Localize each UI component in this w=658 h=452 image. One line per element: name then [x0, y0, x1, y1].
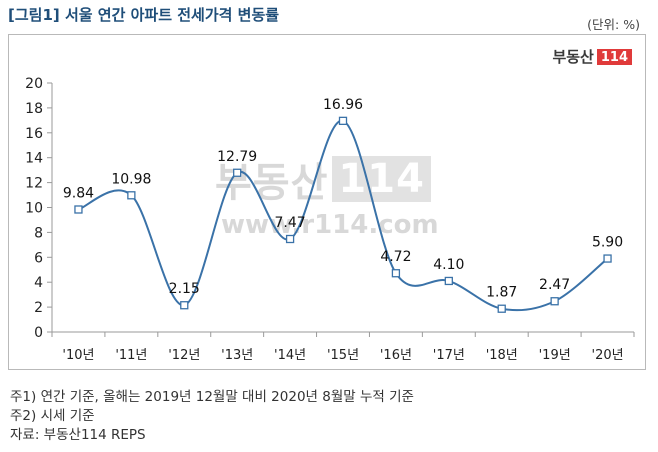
data-point-marker [180, 301, 189, 310]
y-tick-label: 0 [34, 325, 43, 341]
x-tick-label: '18년 [486, 348, 518, 363]
data-label: 9.84 [63, 185, 94, 201]
y-tick-label: 20 [25, 76, 43, 92]
x-tick-label: '16년 [380, 348, 412, 363]
x-tick-label: '15년 [327, 348, 359, 363]
data-label: 10.98 [111, 171, 151, 187]
chart-title: [그림1] 서울 연간 아파트 전세가격 변동률 [8, 6, 280, 24]
unit-label: (단위: %) [587, 17, 640, 32]
data-label: 4.72 [380, 249, 411, 265]
brand-logo: 부동산 114 [552, 46, 632, 67]
data-label: 12.79 [217, 149, 257, 165]
footnotes: 주1) 연간 기준, 올해는 2019년 12월말 대비 2020년 8월말 누… [10, 388, 414, 445]
data-point-marker [127, 191, 136, 200]
chart-panel [8, 34, 646, 370]
data-markers [74, 116, 612, 313]
x-axis: '10년 '11년 '12년 '13년 '14년 '15년 '16년 '17년 '18년 '19년… [51, 331, 635, 363]
logo-word: 부동산 [552, 48, 594, 66]
x-tick-label: '13년 [221, 348, 253, 363]
data-label: 2.15 [169, 281, 200, 297]
logo-number: 114 [596, 48, 632, 65]
x-tick-label: '19년 [539, 348, 571, 363]
footnote-1: 주1) 연간 기준, 올해는 2019년 12월말 대비 2020년 8월말 누… [10, 389, 414, 405]
y-tick-label: 14 [25, 151, 43, 167]
data-label: 5.90 [592, 235, 623, 251]
y-tick-label: 8 [34, 225, 43, 241]
x-tick-label: '12년 [168, 348, 200, 363]
y-tick-label: 10 [25, 201, 43, 217]
y-tick-label: 2 [34, 300, 43, 316]
data-point-marker [603, 254, 612, 263]
data-point-marker [338, 116, 348, 125]
data-point-marker [444, 276, 453, 286]
data-label: 2.47 [539, 277, 570, 293]
y-tick-label: 18 [25, 101, 43, 117]
x-tick-label: '20년 [592, 348, 624, 363]
series-line [78, 119, 609, 312]
data-point-marker [391, 269, 401, 278]
data-point-marker [285, 234, 295, 244]
data-point-marker [497, 304, 506, 313]
data-point-marker [74, 205, 83, 214]
data-labels: 9.84 10.98 2.15 12.79 7.47 16.96 4.72 4.10 1.87 2… [63, 97, 623, 301]
y-tick-label: 12 [25, 176, 43, 192]
y-axis: 0 2 4 6 8 10 12 14 16 18 20 [25, 76, 53, 341]
data-point-marker [233, 168, 242, 177]
data-label: 7.47 [275, 215, 306, 231]
y-tick-label: 16 [25, 126, 43, 142]
data-label: 16.96 [323, 97, 363, 113]
data-label: 4.10 [433, 257, 464, 273]
x-tick-label: '17년 [433, 348, 465, 363]
x-tick-label: '14년 [274, 348, 306, 363]
y-tick-label: 6 [34, 250, 43, 266]
data-label: 1.87 [486, 285, 517, 301]
y-tick-label: 4 [34, 275, 43, 291]
x-tick-label: '11년 [115, 348, 147, 363]
source-note: 자료: 부동산114 REPS [10, 427, 146, 443]
data-point-marker [550, 297, 559, 306]
footnote-2: 주2) 시세 기준 [10, 408, 95, 424]
x-tick-label: '10년 [62, 348, 94, 363]
